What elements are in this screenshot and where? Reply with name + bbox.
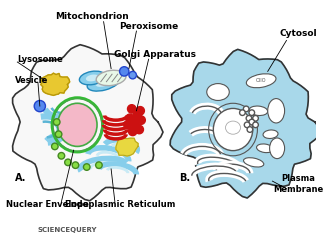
Circle shape [243,106,249,112]
Ellipse shape [249,106,268,116]
Circle shape [124,121,132,129]
Text: OIIO: OIIO [256,78,266,83]
Ellipse shape [244,158,264,167]
Circle shape [58,152,65,159]
Circle shape [246,115,252,121]
Ellipse shape [263,130,278,138]
Ellipse shape [213,109,253,151]
Circle shape [83,164,90,170]
Circle shape [96,162,102,169]
Text: Plasma
Membrane: Plasma Membrane [274,174,324,194]
Text: Vesicle: Vesicle [15,76,48,85]
Circle shape [65,159,71,166]
Circle shape [126,114,134,122]
Circle shape [253,115,258,121]
Circle shape [130,118,139,126]
Text: Nuclear Envelope: Nuclear Envelope [6,200,89,209]
Ellipse shape [86,74,99,81]
Circle shape [253,122,258,128]
Ellipse shape [207,84,229,100]
Text: Cytosol: Cytosol [280,29,318,38]
Text: SCIENCEQUERY: SCIENCEQUERY [38,227,97,233]
Circle shape [137,116,145,124]
Circle shape [135,125,143,134]
Ellipse shape [246,74,276,88]
Circle shape [133,111,141,120]
Text: Endoplasmic Reticulum: Endoplasmic Reticulum [65,200,176,209]
Circle shape [53,119,60,125]
Circle shape [249,110,255,115]
Circle shape [52,143,58,150]
Circle shape [244,122,250,128]
Text: A.: A. [15,173,27,183]
Ellipse shape [79,71,105,85]
Circle shape [55,131,62,137]
Circle shape [72,162,79,169]
Circle shape [249,119,255,125]
Circle shape [247,127,253,132]
Ellipse shape [270,138,285,159]
Circle shape [34,100,45,112]
Text: Lysosome: Lysosome [17,55,63,64]
Ellipse shape [96,78,112,87]
Ellipse shape [268,98,285,123]
Polygon shape [170,49,321,198]
Polygon shape [116,138,138,156]
Circle shape [136,107,144,115]
Ellipse shape [58,103,97,147]
Text: Peroxisome: Peroxisome [119,22,178,31]
Text: B.: B. [179,173,190,183]
Circle shape [120,67,129,76]
Circle shape [132,123,141,132]
Circle shape [240,110,245,115]
Ellipse shape [257,144,273,153]
Circle shape [129,71,136,79]
Ellipse shape [96,70,126,86]
Circle shape [127,105,136,113]
Polygon shape [40,73,70,95]
Polygon shape [13,45,163,201]
Text: Golgi Apparatus: Golgi Apparatus [114,50,196,59]
Circle shape [128,127,137,136]
Ellipse shape [87,74,120,91]
Text: Mitochondrion: Mitochondrion [55,12,129,22]
